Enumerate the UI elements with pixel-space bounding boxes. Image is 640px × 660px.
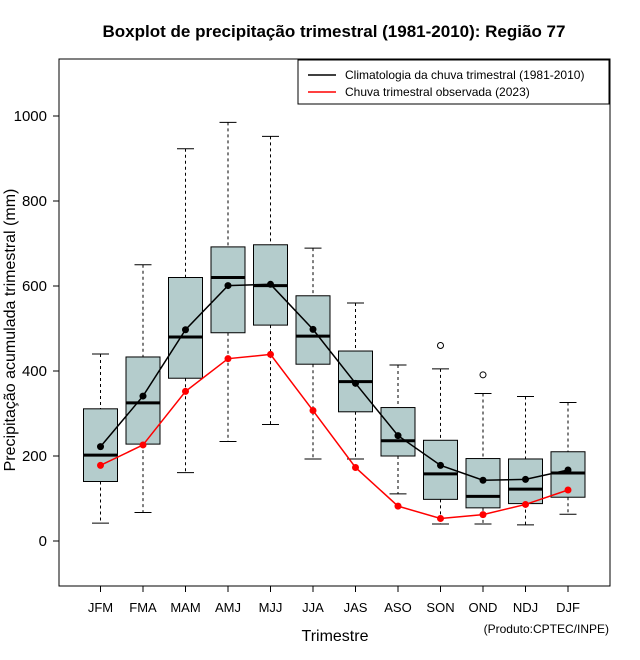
credit-text: (Produto:CPTEC/INPE): [484, 622, 609, 636]
outlier-point: [479, 371, 487, 379]
series-point: [522, 500, 529, 508]
outlier-point: [437, 342, 444, 349]
y-axis-title: Precipitação acumulada trimestral (mm): [2, 189, 19, 472]
series-point: [564, 486, 572, 494]
boxes-layer: [83, 121, 586, 526]
series-layer: [97, 280, 572, 522]
box-mam: [168, 148, 203, 474]
series-point: [479, 511, 487, 519]
box-body: [210, 246, 246, 334]
series-point: [352, 379, 359, 387]
x-tick-label: DJF: [556, 600, 580, 615]
series-point: [97, 461, 104, 469]
box-fma: [125, 264, 161, 514]
series-point: [564, 466, 572, 474]
x-tick-label: JJA: [302, 600, 324, 615]
x-axis-title: Trimestre: [302, 628, 369, 645]
series-point: [309, 407, 317, 415]
y-tick-label: 200: [22, 448, 47, 465]
series-line: [99, 283, 569, 481]
x-tick-label: MAM: [170, 600, 200, 615]
box-ond: [465, 371, 501, 525]
series-point: [97, 443, 104, 451]
series-point: [437, 461, 444, 469]
y-tick-label: 800: [22, 193, 47, 210]
series-point: [267, 350, 274, 358]
box-jfm: [83, 353, 118, 524]
x-tick-label: JAS: [344, 600, 368, 615]
box-mjj: [253, 135, 288, 426]
box-body: [380, 407, 416, 457]
legend: Climatologia da chuva trimestral (1981-2…: [297, 59, 610, 105]
series-point: [522, 475, 529, 483]
x-tick-label: JFM: [88, 600, 113, 615]
series-observed: [97, 350, 572, 522]
series-point: [352, 463, 359, 471]
series-point: [267, 280, 274, 288]
series-point: [182, 326, 189, 334]
box-son: [423, 342, 458, 525]
series-point: [394, 432, 402, 440]
x-tick-label: SON: [426, 600, 454, 615]
x-tick-label: MJJ: [259, 600, 283, 615]
x-tick-label: NDJ: [513, 600, 538, 615]
series-point: [309, 325, 317, 333]
series-point: [139, 441, 147, 449]
series-point: [437, 514, 444, 522]
y-tick-label: 400: [22, 363, 47, 380]
chart-title: Boxplot de precipitação trimestral (1981…: [103, 22, 566, 41]
box-amj: [210, 121, 246, 443]
series-point: [139, 392, 147, 400]
legend-label-climatology: Climatologia da chuva trimestral (1981-2…: [345, 68, 584, 82]
series-climatology: [97, 280, 572, 484]
series-point: [182, 387, 189, 395]
series-point: [394, 502, 402, 510]
y-tick-label: 1000: [14, 108, 47, 125]
y-tick-label: 600: [22, 278, 47, 295]
x-tick-label: FMA: [129, 600, 157, 615]
series-line: [100, 353, 569, 520]
x-tick-label: AMJ: [215, 600, 241, 615]
box-djf: [550, 401, 586, 515]
x-tick-label: ASO: [384, 600, 411, 615]
x-tick-label: OND: [469, 600, 498, 615]
legend-label-observed: Chuva trimestral observada (2023): [345, 85, 530, 99]
y-tick-label: 0: [39, 533, 47, 550]
series-point: [224, 282, 232, 290]
box-aso: [380, 364, 416, 495]
y-axis: 0 200 400 600 800 1000: [14, 108, 60, 550]
series-point: [479, 476, 487, 484]
series-point: [224, 355, 232, 363]
legend-box: [297, 59, 610, 105]
x-axis: JFM FMA MAM AMJ MJJ JJA JAS ASO SON OND NDJ DJF: [88, 586, 580, 615]
